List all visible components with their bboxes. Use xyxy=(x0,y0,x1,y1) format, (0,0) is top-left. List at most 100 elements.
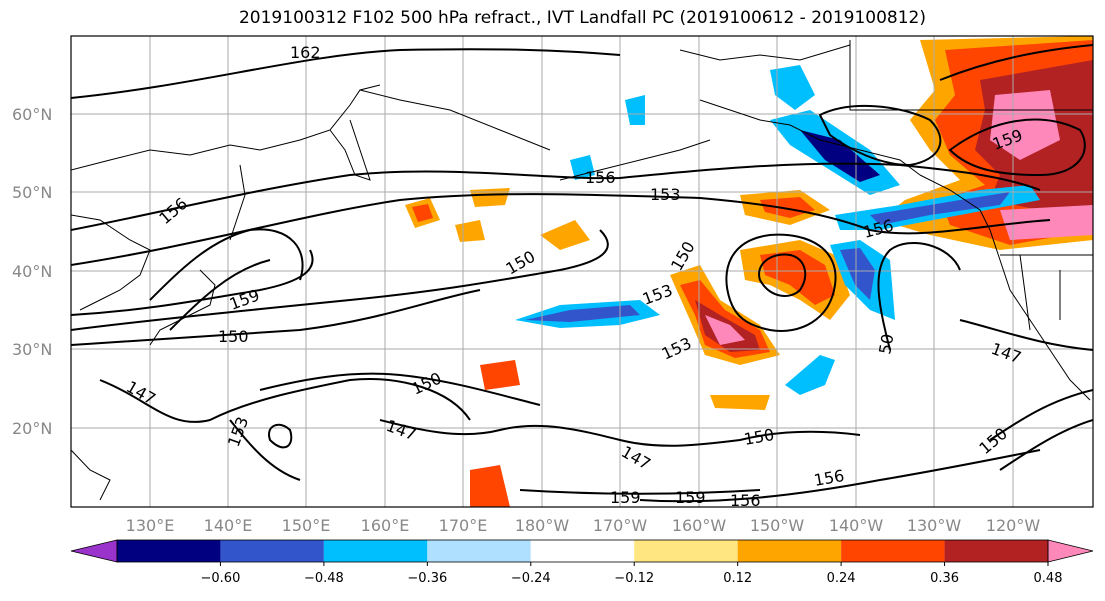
contour-label: 50 xyxy=(875,332,897,355)
shade-pos-small6 xyxy=(710,395,770,410)
shade-neg-mid-dark xyxy=(840,248,875,300)
colorbar-tick-label: −0.24 xyxy=(511,571,551,586)
contour-ne2 xyxy=(939,44,1093,81)
contour-147 xyxy=(99,378,471,423)
contour-label: 159 xyxy=(610,488,641,507)
lat-label: 20°N xyxy=(12,419,52,438)
contour-label: 156 xyxy=(585,168,616,187)
lon-label: 170°W xyxy=(593,516,648,535)
coast-asia-north xyxy=(71,84,381,171)
colorbar-tick-label: 0.24 xyxy=(827,571,856,586)
contour-150-rr xyxy=(989,389,1093,441)
shade-neg-small2 xyxy=(625,95,645,125)
shade-pos-ne2-pink xyxy=(1000,205,1093,240)
coast-canada xyxy=(919,174,1091,401)
map-title: 2019100312 F102 500 hPa refract., IVT La… xyxy=(238,8,926,28)
shade-pos-band2-red xyxy=(760,197,815,218)
coast-bering xyxy=(359,89,551,151)
contour-156-top xyxy=(71,162,1041,231)
lon-label: 140°W xyxy=(829,516,884,535)
colorbar-tick-label: −0.36 xyxy=(407,571,447,586)
contour-loop3 xyxy=(268,423,293,449)
coast-border xyxy=(849,40,1093,111)
contour-153-rr xyxy=(999,419,1093,471)
lon-label: 140°E xyxy=(204,516,253,535)
lat-axis: 60°N 50°N 40°N 30°N 20°N xyxy=(12,105,52,438)
colorbar-box xyxy=(323,540,428,562)
contour-147-r xyxy=(959,319,1093,351)
contour-153-top xyxy=(71,193,1051,266)
colorbar-extend-high xyxy=(1047,539,1094,563)
colorbar-tick-label: −0.60 xyxy=(201,571,241,586)
colorbar-tick-label: −0.48 xyxy=(304,571,344,586)
shade-pos-small2 xyxy=(470,188,510,207)
shade-neg-band-dark xyxy=(870,192,1010,225)
shade-pos-ne-pink xyxy=(990,90,1060,160)
coast-aleutian xyxy=(559,139,711,181)
colorbar-box xyxy=(220,540,324,562)
contour-left-ridge2 xyxy=(169,259,271,331)
contours xyxy=(71,44,1093,503)
colorbar-box xyxy=(944,540,1048,562)
coastlines xyxy=(71,40,1093,501)
lat-label: 40°N xyxy=(12,262,52,281)
contour-150-r xyxy=(877,241,961,351)
colorbar-tick-label: 0.36 xyxy=(930,571,959,586)
contour-label: 156 xyxy=(730,491,761,510)
colorbar-box xyxy=(117,540,221,562)
colorbar-outline xyxy=(116,539,1049,563)
contour-147-low xyxy=(379,419,861,447)
lon-label: 160°E xyxy=(361,516,410,535)
contour-loop2 xyxy=(758,253,807,297)
contour-gulf-loop xyxy=(818,105,942,167)
contour-153-low xyxy=(229,419,301,481)
lat-label: 60°N xyxy=(12,105,52,124)
contour-ne-loop xyxy=(948,118,1086,177)
contour-loop1 xyxy=(725,233,837,332)
lon-label: 150°W xyxy=(750,516,805,535)
coast-states xyxy=(1000,254,1093,331)
shade-neg-gulf-dark xyxy=(800,130,880,182)
lon-label: 120°W xyxy=(986,516,1041,535)
lon-label: 160°W xyxy=(672,516,727,535)
coast-kamchatka xyxy=(329,119,371,181)
colorbar-box xyxy=(737,540,842,562)
lon-label: 170°E xyxy=(439,516,488,535)
colorbar-box xyxy=(634,540,738,562)
shade-pos-small4 xyxy=(470,465,510,507)
contour-label: 150 xyxy=(218,327,249,346)
coast-alaska-north xyxy=(679,44,851,61)
coast-sw xyxy=(71,449,111,501)
colorbar-tick-label: −0.12 xyxy=(614,571,654,586)
colorbar-box xyxy=(427,540,531,562)
colorbar-tick-label: 0.12 xyxy=(723,571,752,586)
map-frame xyxy=(70,35,1094,508)
lon-label: 130°E xyxy=(126,516,175,535)
lon-label: 180°W xyxy=(515,516,570,535)
shade-pos-mid-red xyxy=(760,250,835,305)
shade-neg-lower xyxy=(785,355,835,395)
contour-159-low xyxy=(519,489,761,495)
shade-pos-central-pink xyxy=(705,315,745,345)
colorbar: −0.60 −0.48 −0.36 −0.24 −0.12 0.12 0.24 0.36 0.4… xyxy=(70,539,1094,586)
colorbar-box xyxy=(841,540,945,562)
contour-label: 159 xyxy=(675,488,706,507)
shade-neg-top xyxy=(770,65,815,110)
contour-150-b xyxy=(71,289,481,346)
contour-label: 153 xyxy=(650,185,681,204)
contour-162 xyxy=(71,48,621,99)
colorbar-box xyxy=(530,540,635,562)
shade-pos-small3 xyxy=(480,360,520,390)
lat-label: 30°N xyxy=(12,340,52,359)
contour-159-l xyxy=(71,249,314,316)
contour-150-a xyxy=(71,229,609,331)
contour-156-low xyxy=(639,449,1041,503)
shade-pos-small5 xyxy=(540,220,590,250)
colorbar-tick-label: 0.48 xyxy=(1034,571,1063,586)
lon-axis: 130°E 140°E 150°E 160°E 170°E 180°W 170°… xyxy=(126,516,1041,535)
lon-label: 150°E xyxy=(282,516,331,535)
coast-japan xyxy=(149,269,216,346)
coast-alaska xyxy=(699,99,921,176)
contour-label: 162 xyxy=(290,43,321,62)
